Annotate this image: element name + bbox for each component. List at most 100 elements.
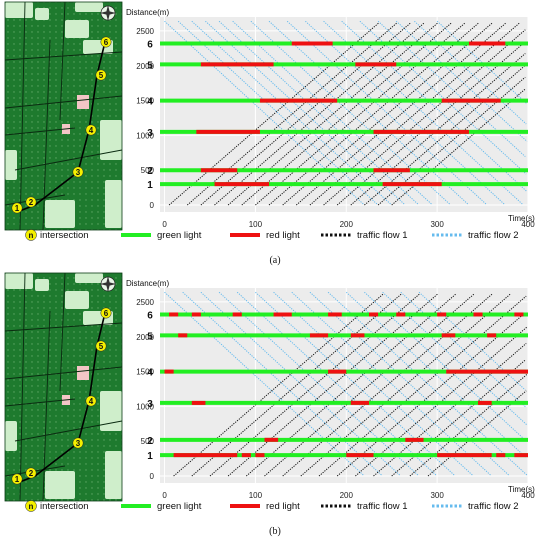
- traffic-flow-1-trajectory: [227, 22, 439, 206]
- intersection-badge: [72, 166, 84, 178]
- legend-intersection-label: intersection: [40, 230, 89, 241]
- intersection-badge: [25, 467, 37, 479]
- traffic-flow-1-trajectory: [364, 64, 526, 206]
- traffic-flow-2-trajectory: [205, 20, 405, 205]
- legend-green-label: green light: [157, 230, 202, 241]
- traffic-flow-2-trajectory: [273, 291, 473, 476]
- map-street: [14, 420, 123, 442]
- traffic-flow-2-trajectory: [400, 291, 527, 408]
- y-tick-label: 500: [141, 437, 155, 446]
- traffic-flow-2-trajectory: [191, 20, 392, 205]
- map-street: [19, 1, 26, 231]
- intersection-number-label: 2: [147, 166, 153, 177]
- x-tick-label: 200: [340, 220, 354, 229]
- intersection-badge-number: 1: [15, 204, 20, 213]
- map-park-area: [105, 180, 122, 228]
- intersection-badge-number: 1: [15, 475, 20, 484]
- x-tick-label: 200: [340, 491, 354, 500]
- x-tick-label: 100: [249, 491, 263, 500]
- map-street: [4, 95, 123, 109]
- y-tick-label: 0: [150, 472, 155, 481]
- traffic-flow-2-trajectory: [418, 291, 526, 391]
- traffic-flow-2-trajectory: [200, 291, 401, 476]
- traffic-flow-1-trajectory: [282, 293, 493, 477]
- legend-red-label: red light: [266, 230, 300, 241]
- map-park-area: [5, 273, 33, 289]
- map-street: [59, 272, 66, 392]
- intersection-badge-number: 5: [99, 342, 104, 351]
- legend-badge-letter: n: [29, 502, 34, 511]
- x-tick-label: 100: [249, 220, 263, 229]
- y-tick-label: 1500: [136, 97, 154, 106]
- intersection-number-label: 4: [147, 97, 153, 108]
- map-park-area: [45, 200, 75, 228]
- traffic-flow-2-trajectory: [323, 20, 523, 205]
- y-tick-label: 1500: [136, 368, 154, 377]
- map-building: [77, 366, 89, 380]
- traffic-flow-2-trajectory: [327, 291, 528, 476]
- traffic-flow-1-trajectory: [409, 373, 528, 477]
- traffic-flow-2-trajectory: [164, 20, 364, 205]
- intersection-number-label: 3: [147, 399, 153, 410]
- x-axis-label: Time(s): [508, 214, 535, 223]
- intersection-badge-number: 3: [76, 168, 81, 177]
- map-park-area: [100, 120, 122, 160]
- traffic-flow-2-trajectory: [305, 20, 505, 205]
- intersection-badge-number: 4: [89, 126, 94, 135]
- traffic-flow-1-trajectory: [200, 22, 412, 206]
- traffic-flow-2-trajectory: [291, 291, 492, 476]
- traffic-flow-1-trajectory: [173, 293, 384, 477]
- y-tick-label: 0: [150, 201, 155, 210]
- intersection-badge: [72, 437, 84, 449]
- legend-flow2-label: traffic flow 2: [468, 501, 519, 512]
- intersection-number-label: 2: [147, 436, 153, 447]
- traffic-flow-2-trajectory: [236, 291, 437, 476]
- traffic-flow-1-trajectory: [318, 295, 527, 477]
- map-street: [19, 272, 26, 502]
- map-park-area: [35, 8, 49, 20]
- map-street: [4, 398, 76, 407]
- panel-caption: (a): [269, 255, 280, 266]
- traffic-flow-2-trajectory: [286, 20, 487, 205]
- legend-intersection-badge: [25, 500, 37, 512]
- intersection-number-label: 1: [147, 451, 153, 462]
- y-tick-label: 2000: [136, 333, 154, 342]
- traffic-flow-2-trajectory: [395, 20, 528, 142]
- legend-intersection-badge: [25, 229, 37, 241]
- x-tick-label: 300: [430, 220, 444, 229]
- traffic-flow-1-trajectory: [336, 41, 526, 206]
- intersection-number-label: 3: [147, 128, 153, 139]
- intersection-badge-number: 5: [99, 71, 104, 80]
- traffic-flow-2-trajectory: [364, 291, 526, 441]
- traffic-flow-2-trajectory: [250, 20, 451, 205]
- traffic-flow-1-trajectory: [255, 22, 466, 206]
- panel-caption: (b): [269, 526, 281, 537]
- map-park-area: [5, 150, 17, 180]
- x-tick-label: 300: [430, 491, 444, 500]
- intersection-badge-number: 6: [104, 38, 109, 47]
- x-axis-label: Time(s): [508, 485, 535, 494]
- map-park-area: [105, 451, 122, 499]
- intersection-badge: [11, 202, 23, 214]
- legend-intersection-label: intersection: [40, 501, 89, 512]
- y-tick-label: 500: [141, 166, 155, 175]
- map-street: [4, 366, 123, 380]
- intersection-badge-number: 3: [76, 439, 81, 448]
- intersection-number-label: 1: [147, 180, 153, 191]
- traffic-flow-1-trajectory: [309, 22, 521, 206]
- map-park-area: [35, 279, 49, 291]
- intersection-badge-number: 4: [89, 397, 94, 406]
- legend-badge-letter: n: [29, 231, 34, 240]
- intersection-number-label: 6: [147, 310, 153, 321]
- traffic-flow-2-trajectory: [255, 291, 455, 476]
- map-street: [14, 149, 123, 171]
- map-park-area: [65, 291, 89, 309]
- traffic-flow-1-trajectory: [295, 22, 507, 206]
- y-tick-label: 1000: [136, 402, 154, 411]
- traffic-flow-2-trajectory: [377, 20, 526, 157]
- y-tick-label: 2500: [136, 27, 154, 36]
- y-tick-label: 2000: [136, 62, 154, 71]
- y-tick-label: 2500: [136, 298, 154, 307]
- x-tick-label: 400: [521, 491, 535, 500]
